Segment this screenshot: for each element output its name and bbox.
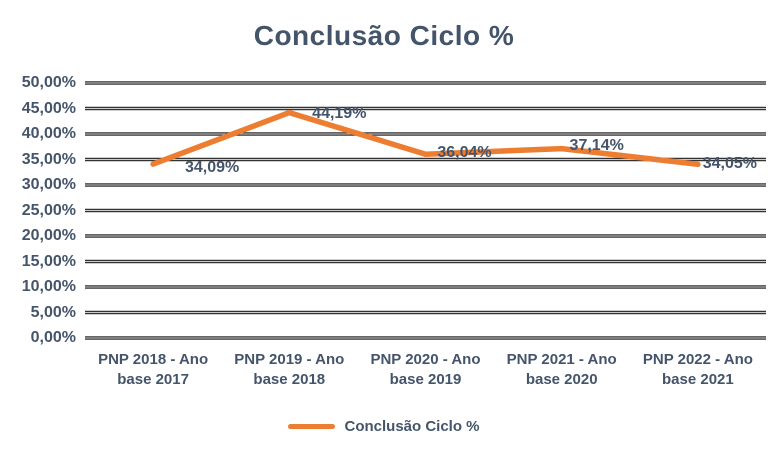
x-category-label: PNP 2018 - Ano base 2017 (77, 350, 229, 390)
y-tick-label: 35,00% (21, 150, 76, 168)
y-tick-label: 15,00% (21, 252, 76, 270)
legend-line-marker-icon (288, 424, 336, 429)
x-category-label-line: base 2018 (253, 371, 326, 388)
data-point-label: 34,09% (184, 159, 240, 177)
y-tick-label: 45,00% (21, 99, 76, 117)
data-point-label: 34,05% (702, 155, 758, 173)
x-category-label-line: base 2019 (389, 371, 462, 388)
data-point-label: 44,19% (312, 104, 367, 122)
y-tick-label: 30,00% (21, 176, 76, 193)
x-category-label: PNP 2019 - Ano base 2018 (213, 350, 365, 390)
x-category-label-line: PNP 2018 - Ano (98, 351, 209, 368)
x-category-label-line: PNP 2019 - Ano (234, 351, 345, 368)
y-tick-label: 10,00% (21, 278, 76, 295)
x-category-label-line: PNP 2022 - Ano (642, 351, 753, 368)
x-category-label-line: base 2020 (525, 371, 598, 388)
y-tick-label: 40,00% (21, 125, 76, 142)
series-line-conclusao-ciclo (150, 109, 701, 168)
y-tick-label: 20,00% (21, 227, 76, 244)
x-category-label: PNP 2021 - Ano base 2020 (486, 350, 638, 390)
y-tick-label: 25,00% (21, 201, 76, 219)
x-category-label: PNP 2022 - Ano base 2021 (622, 350, 768, 390)
gridlines (85, 81, 766, 340)
chart-title: Conclusão Ciclo % (253, 20, 515, 51)
y-tick-label: 50,00% (21, 74, 76, 91)
data-point-label: 36,04% (437, 144, 492, 162)
x-category-label-line: PNP 2020 - Ano (370, 351, 481, 368)
data-point-label: 37,14% (569, 136, 624, 154)
y-tick-label: 5,00% (30, 303, 76, 321)
x-category-label: PNP 2020 - Ano base 2019 (350, 350, 502, 390)
x-category-label-line: PNP 2021 - Ano (506, 351, 617, 368)
x-category-label-line: base 2021 (662, 371, 734, 388)
x-category-label-line: base 2017 (117, 371, 189, 388)
y-tick-label: 0,00% (30, 329, 76, 346)
legend-label: Conclusão Ciclo % (344, 418, 480, 435)
legend: Conclusão Ciclo % (0, 418, 768, 435)
